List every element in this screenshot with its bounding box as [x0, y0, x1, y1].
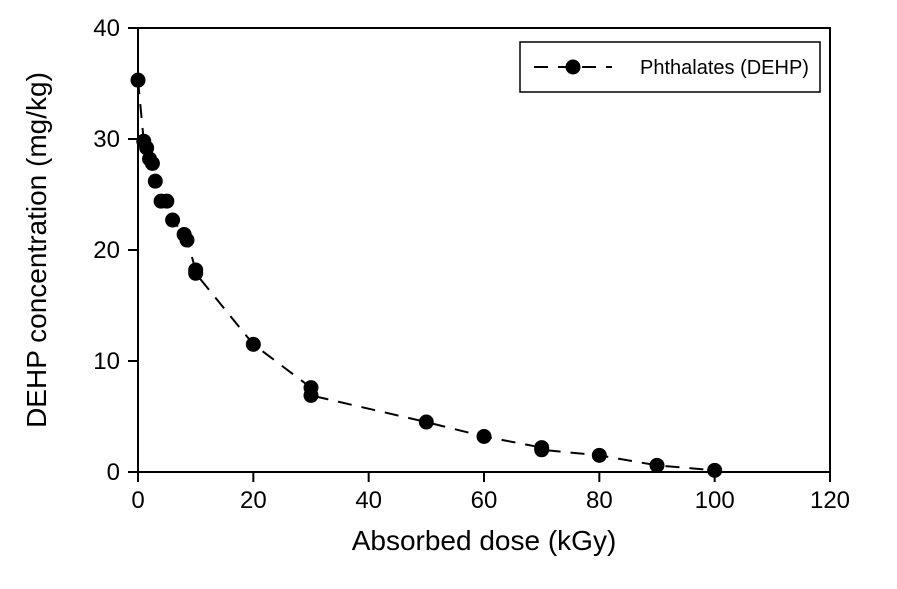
data-point: [131, 73, 145, 87]
data-point: [180, 233, 194, 247]
legend-label: Phthalates (DEHP): [640, 57, 809, 79]
y-tick-label: 30: [93, 126, 120, 153]
x-tick-label: 0: [131, 487, 144, 514]
y-tick-label: 20: [93, 237, 120, 264]
x-tick-label: 40: [355, 487, 382, 514]
data-point: [535, 443, 549, 457]
data-point: [592, 448, 606, 462]
x-tick-label: 100: [695, 487, 735, 514]
plot-frame: [138, 28, 830, 472]
x-tick-label: 60: [471, 487, 498, 514]
data-point: [419, 415, 433, 429]
legend-marker-sample: [566, 60, 580, 74]
x-axis-title: Absorbed dose (kGy): [352, 525, 617, 556]
x-tick-label: 80: [586, 487, 613, 514]
data-point: [246, 337, 260, 351]
x-tick-label: 120: [810, 487, 850, 514]
data-point: [148, 174, 162, 188]
series-line: [138, 80, 715, 470]
y-tick-label: 10: [93, 348, 120, 375]
data-point: [160, 194, 174, 208]
data-point: [145, 156, 159, 170]
dehp-chart: 0 20 40 60 80 100 120 0 10 20 30 40 Absorbed dose (k…: [0, 0, 897, 589]
chart-container: 0 20 40 60 80 100 120 0 10 20 30 40 Absorbed dose (k…: [0, 0, 897, 589]
data-point: [477, 429, 491, 443]
x-tick-label: 20: [240, 487, 267, 514]
data-point: [650, 458, 664, 472]
data-point: [708, 463, 722, 477]
y-axis-title: DEHP concentration (mg/kg): [21, 72, 52, 428]
data-point: [189, 266, 203, 280]
data-point: [166, 213, 180, 227]
data-point: [304, 388, 318, 402]
y-tick-label: 40: [93, 15, 120, 42]
y-tick-label: 0: [107, 459, 120, 486]
